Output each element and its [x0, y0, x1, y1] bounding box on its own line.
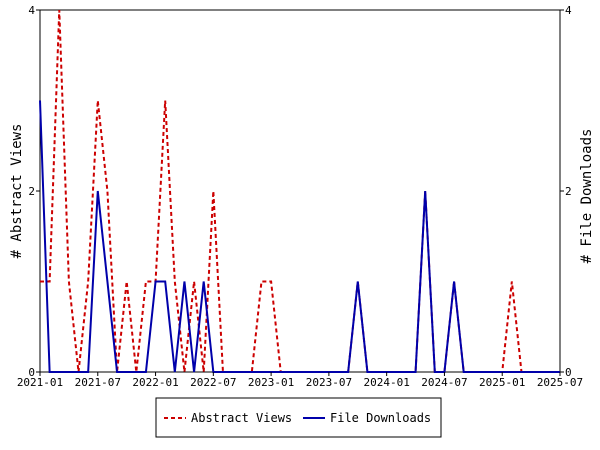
legend-box: [155, 397, 442, 438]
y-tick-label-right: 2: [565, 185, 572, 198]
x-tick-label: 2025-07: [537, 376, 583, 389]
x-tick-label: 2022-01: [132, 376, 178, 389]
x-tick-label: 2024-07: [421, 376, 467, 389]
y-tick-label-left: 2: [28, 185, 35, 198]
legend-label-abstract-views: Abstract Views: [191, 411, 292, 425]
series-layer: [39, 9, 560, 373]
y-axis-title-left: # Abstract Views: [9, 124, 25, 259]
series-line-file-downloads: [39, 100, 560, 373]
x-tick-label: 2021-07: [75, 376, 121, 389]
y-tick-label-right: 0: [565, 366, 572, 379]
ticks-layer: 2021-01 2021-07 2022-01 2022-07 2023-01 2023-…: [17, 4, 583, 389]
legend-label-file-downloads: File Downloads: [330, 411, 431, 425]
y-tick-label-right: 4: [565, 4, 572, 17]
x-tick-label: 2025-01: [479, 376, 525, 389]
x-tick-label: 2024-01: [363, 376, 409, 389]
y-axis-title-right: # File Downloads: [579, 129, 595, 264]
y-tick-label-left: 4: [28, 4, 35, 17]
x-tick-label: 2022-07: [190, 376, 236, 389]
x-tick-label: 2023-01: [248, 376, 294, 389]
x-tick-label: 2023-07: [306, 376, 352, 389]
legend: Abstract Views File Downloads: [155, 397, 442, 438]
x-tick-label: 2021-01: [17, 376, 63, 389]
y-tick-label-left: 0: [28, 366, 35, 379]
